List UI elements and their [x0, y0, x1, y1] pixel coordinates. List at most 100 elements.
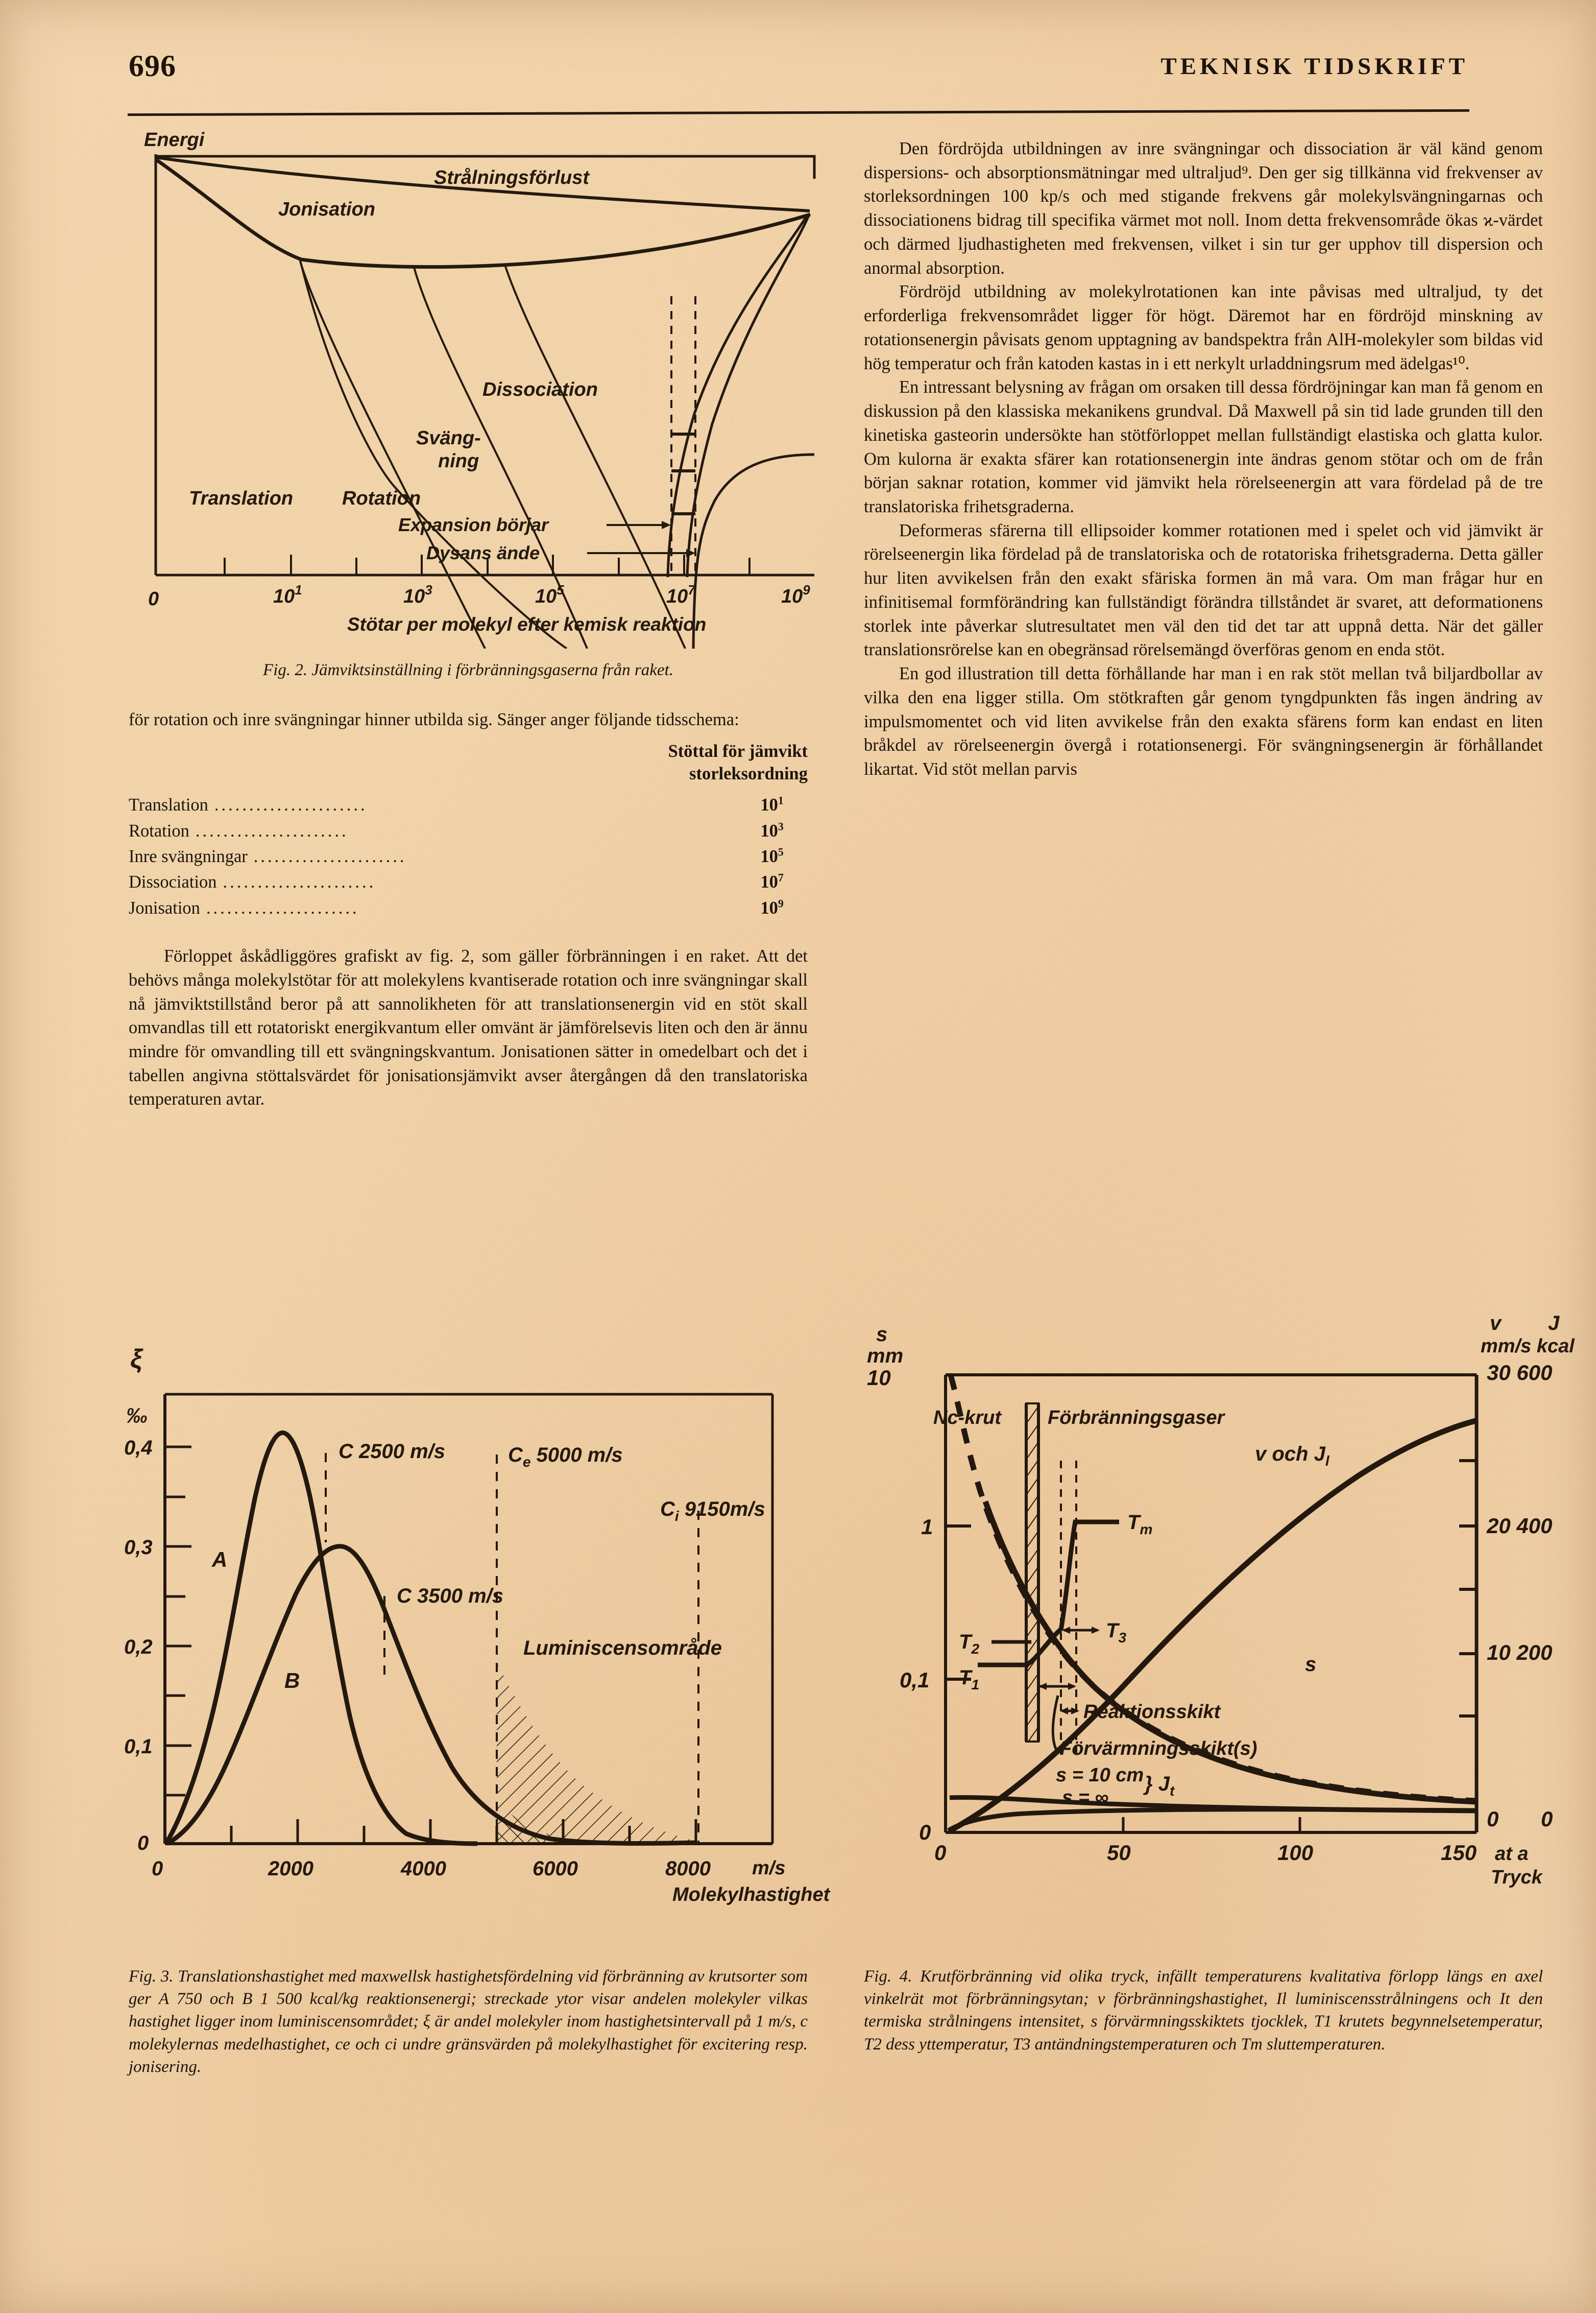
fig2-band-dissociation: Dissociation: [482, 379, 598, 400]
table-row: Dissociation ...................... 107: [129, 869, 808, 895]
fig4-left-ticks: [946, 1526, 971, 1679]
fig4-left-axis-unit: mm: [867, 1345, 903, 1367]
schedule-header-line2: storleksordning: [129, 762, 808, 785]
fig3-series-label-b: B: [284, 1668, 300, 1692]
fig4-inset-wall: [1026, 1403, 1038, 1742]
left-column: Fig. 2. Jämviktsinställning i förbrännin…: [129, 659, 808, 1111]
fig3-luminescence-regions: [497, 1662, 696, 1844]
fig2-xtick-3: 103: [403, 582, 432, 607]
leader-dots: ......................: [196, 818, 731, 844]
fig4-right-tick-0-b: 0: [1541, 1807, 1553, 1831]
schedule-value-rotation: 103: [736, 818, 808, 844]
schedule-label-translation: Translation: [129, 792, 208, 818]
fig4-caption: Fig. 4. Krutförbränning vid olika tryck,…: [864, 1965, 1543, 2056]
schedule-label-rotation: Rotation: [129, 818, 189, 844]
fig2-xtick-0: 0: [148, 588, 159, 610]
fig2-band-rotation: Rotation: [342, 488, 421, 509]
fig3-xtick-6000: 6000: [533, 1857, 578, 1880]
fig3-ytick-01: 0,1: [124, 1735, 153, 1758]
fig4-curve-label-s10cm: s = 10 cm: [1056, 1764, 1144, 1786]
header-rule: [128, 109, 1469, 116]
fig4-inset-label-forbranningsgaser: Förbränningsgaser: [1048, 1407, 1225, 1428]
fig4-inset-label-t1: T1: [959, 1666, 979, 1692]
fig3-ytick-04: 0,4: [124, 1437, 153, 1459]
right-para-1: Den fördröjda utbildningen av inre sväng…: [864, 137, 1543, 280]
fig4-xticks: [1123, 1817, 1300, 1832]
fig4-right-tick-20-400: 20 400: [1486, 1514, 1552, 1538]
fig2-xtick-5: 105: [535, 582, 564, 607]
fig3-ytick-0: 0: [137, 1832, 149, 1854]
right-para-3: En intressant belysning av frågan om ors…: [864, 375, 1543, 518]
fig4-xunit: at a: [1495, 1843, 1528, 1865]
fig4-xtick-0: 0: [934, 1841, 946, 1865]
fig4-xlabel: Tryck: [1491, 1867, 1543, 1888]
schedule-label-jonisation: Jonisation: [129, 895, 200, 921]
fig3-marker-c2500: C 2500 m/s: [338, 1440, 445, 1463]
fig2-band-svangning-2: ning: [438, 450, 479, 472]
right-para-2: Fördröjd utbildning av molekylrotationen…: [864, 280, 1543, 375]
fig3-curve-a: [166, 1433, 477, 1844]
fig2-arrow-expansion: [607, 521, 671, 529]
fig2-xlabel: Stötar per molekyl efter kemisk reaktion: [347, 614, 706, 635]
page-header: 696 TEKNISK TIDSKRIFT: [0, 49, 1596, 105]
fig4-left-tick-01: 0,1: [900, 1668, 929, 1692]
fig4-inset-label-reaktionsskikt: Reaktionsskikt: [1083, 1701, 1221, 1723]
fig4-right-axis-symbol-j: J: [1548, 1312, 1560, 1334]
fig4-inset-label-forvarmningsskikt: Förvärmningsskikt(s): [1060, 1738, 1257, 1759]
fig4-inset-label-nc-krut: Nc-krut: [933, 1407, 1002, 1428]
fig3-region-label: Luminiscensområde: [523, 1637, 722, 1659]
fig4-curve-label-s: s: [1305, 1653, 1316, 1676]
fig4-left-axis-symbol: s: [876, 1323, 887, 1346]
fig3-series-label-a: A: [211, 1547, 227, 1571]
fig4-right-axis-symbol-v: v: [1490, 1312, 1503, 1334]
fig3-ytick-03: 0,3: [124, 1536, 153, 1559]
schedule-header-line1: Stöttal för jämvikt: [129, 740, 808, 762]
fig2-ylabel: Energi: [144, 129, 205, 151]
fig2-caption: Fig. 2. Jämviktsinställning i förbrännin…: [129, 659, 808, 681]
table-row: Rotation ...................... 103: [129, 818, 808, 844]
schedule-label-dissociation: Dissociation: [129, 869, 216, 895]
fig2-annot-dysans: Dysans ände: [426, 542, 540, 563]
fig4-left-tick-1: 1: [921, 1515, 933, 1539]
fig4-right-tick-30-600: 30 600: [1487, 1361, 1552, 1385]
fig3-marker-ce5000: Ce 5000 m/s: [508, 1444, 623, 1470]
fig4-xtick-150: 150: [1441, 1841, 1477, 1865]
fig3-xtick-2000: 2000: [268, 1857, 313, 1880]
fig4-inset-label-t3: T3: [1106, 1619, 1126, 1646]
fig4-left-tick-0: 0: [919, 1820, 931, 1844]
schedule-label-inre-svangningar: Inre svängningar: [129, 844, 248, 869]
figure-4: s mm 10 1 0,1 0 v J mm/s kcal 30 600 20 …: [858, 1307, 1593, 1925]
page-number: 696: [129, 49, 176, 84]
left-para-forloppet: Förloppet åskådliggöres grafiskt av fig.…: [129, 944, 808, 1111]
fig3-xlabel: Molekylhastighet: [672, 1884, 831, 1905]
fig3-xunit: m/s: [752, 1857, 785, 1879]
figure-2: Energi Strålningsförlust Jonisation Diss…: [128, 128, 832, 649]
leader-dots: ......................: [214, 792, 731, 818]
fig4-xtick-50: 50: [1107, 1841, 1131, 1865]
fig2-xtick-7: 107: [666, 582, 696, 607]
fig4-right-tick-0: 0: [1487, 1807, 1498, 1831]
fig3-xtick-8000: 8000: [665, 1857, 711, 1880]
schedule-value-dissociation: 107: [736, 869, 808, 895]
fig4-inset-label-t2: T2: [959, 1631, 979, 1657]
fig2-annot-expansion: Expansion börjar: [398, 514, 549, 535]
fig2-band-stralningsforlust: Strålningsförlust: [434, 167, 590, 188]
fig2-band-jonisation: Jonisation: [278, 199, 375, 220]
fig4-inset-arrow-t3: [1062, 1627, 1100, 1634]
schedule-table: Stöttal för jämvikt storleksordning Tran…: [129, 740, 808, 921]
fig4-right-tick-10-200: 10 200: [1487, 1640, 1552, 1664]
fig3-caption: Fig. 3. Translationshastighet med maxwel…: [129, 1965, 808, 2078]
right-para-4: Deformeras sfärerna till ellipsoider kom…: [864, 519, 1543, 662]
leader-dots: ......................: [254, 844, 731, 869]
right-column: Den fördröjda utbildningen av inre sväng…: [864, 137, 1543, 781]
fig3-marker-c3500: C 3500 m/s: [397, 1585, 503, 1607]
table-row: Jonisation ...................... 109: [129, 895, 808, 921]
fig4-right-axis-unit: mm/s kcal: [1481, 1336, 1575, 1357]
fig2-xtick-9: 109: [781, 582, 810, 607]
right-para-5: En god illustration till detta förhållan…: [864, 662, 1543, 781]
fig3-yunit-permille: ‰: [126, 1403, 148, 1427]
fig3-ytick-02: 0,2: [124, 1636, 153, 1658]
fig3-xtick-4000: 4000: [400, 1857, 446, 1880]
fig4-xtick-100: 100: [1277, 1841, 1313, 1865]
fig3-xtick-0: 0: [152, 1857, 163, 1880]
